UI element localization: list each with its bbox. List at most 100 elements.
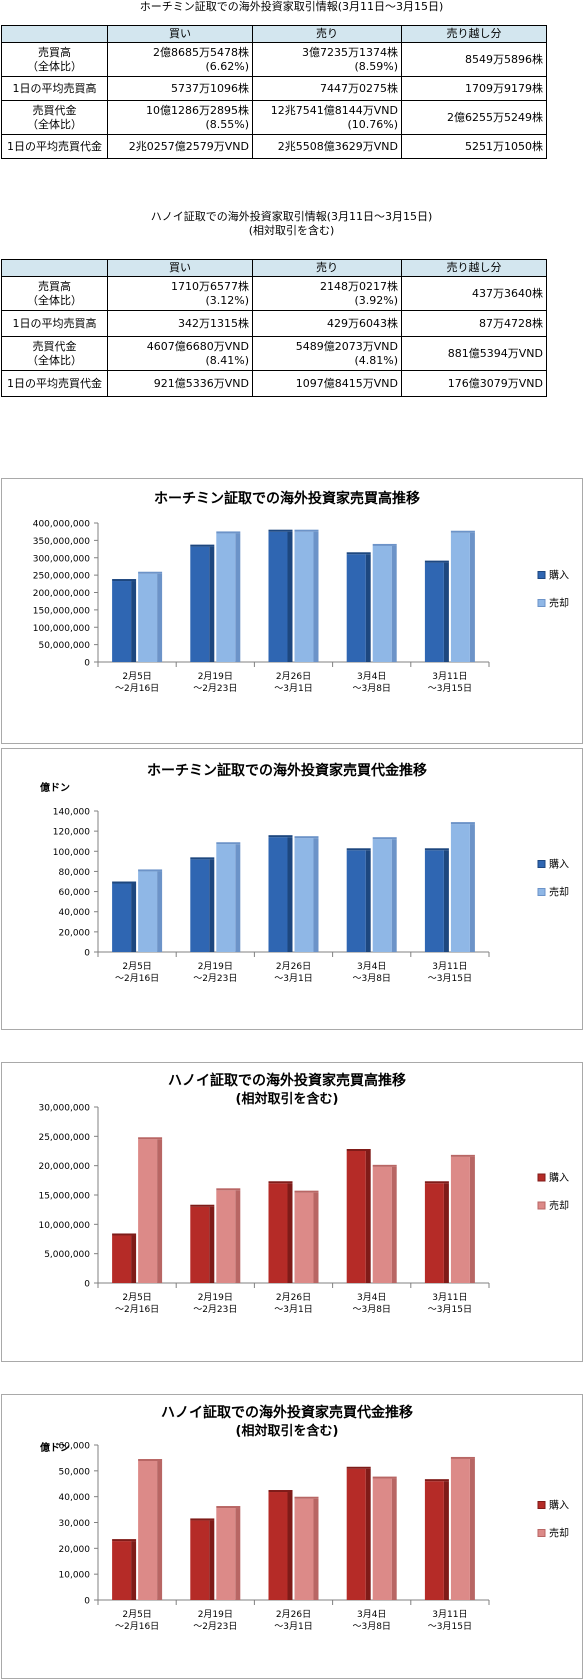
- buy-bar-side: [131, 1235, 137, 1283]
- buy-bar-side: [443, 562, 449, 662]
- buy-bar-side: [209, 546, 215, 662]
- sell-bar-top: [372, 1476, 397, 1479]
- sell-bar-top: [294, 1190, 319, 1193]
- buy-bar-side: [209, 1520, 215, 1600]
- sell-bar-side: [235, 844, 241, 952]
- x-tick-label: 2月26日: [276, 671, 311, 682]
- buy-bar-side: [209, 859, 215, 952]
- y-tick-label: 100,000,000: [33, 624, 91, 634]
- sell-bar-top: [138, 869, 163, 872]
- sell-bar: [372, 1478, 392, 1600]
- header-cell: 買い: [107, 25, 253, 43]
- buy-cell: 342万1315株: [107, 310, 253, 337]
- hanoi-volume-chart-svg: ハノイ証取での海外投資家売買高推移 (相対取引を含む) 0 5,000,000 10,0…: [38, 1072, 569, 1315]
- buy-bar: [112, 1541, 132, 1600]
- legend-label: 購入: [549, 569, 569, 582]
- buy-bar-side: [287, 1183, 293, 1283]
- x-tick-label: 〜3月15日: [428, 1304, 472, 1315]
- buy-bar-side: [209, 1206, 215, 1283]
- sell-bar-top: [138, 1137, 163, 1140]
- legend-label: 売却: [549, 886, 569, 899]
- buy-bar-side: [443, 1183, 449, 1283]
- buy-bar: [346, 554, 366, 662]
- sell-bar-side: [235, 1508, 241, 1600]
- x-tick-label: 3月4日: [357, 961, 386, 972]
- x-tick-label: 2月26日: [276, 961, 311, 972]
- sell-bar-side: [313, 1192, 319, 1283]
- y-tick-label: 250,000,000: [33, 572, 91, 582]
- x-tick-label: 2月5日: [122, 1292, 151, 1303]
- sell-bar: [372, 1166, 392, 1283]
- x-tick-label: 2月5日: [122, 1609, 151, 1620]
- buy-bar-top: [268, 835, 293, 838]
- table-row: 1日の平均売買代金 2兆0257億2579万VND 2兆5508億3629万VN…: [1, 134, 547, 159]
- y-tick-label: 0: [84, 949, 90, 959]
- sell-bar: [294, 1192, 314, 1283]
- sell-bar-top: [294, 836, 319, 839]
- sell-bar: [372, 545, 392, 662]
- sell-cell: 7447万0275株: [252, 76, 402, 101]
- buy-bar: [424, 1481, 444, 1600]
- buy-cell: 2億8685万5478株 (6.62%): [107, 42, 253, 77]
- header-cell: 売り越し分: [401, 259, 547, 277]
- buy-bar-side: [365, 850, 371, 952]
- sell-bar-side: [391, 545, 397, 662]
- sell-bar-side: [313, 838, 319, 952]
- chart-title: ホーチミン証取での海外投資家売買代金推移: [147, 762, 427, 779]
- chart-title: ハノイ証取での海外投資家売買高推移: [168, 1072, 406, 1089]
- buy-bar-side: [131, 1541, 137, 1600]
- chart-subtitle: (相対取引を含む): [236, 1091, 339, 1107]
- hanoi-table-title: ハノイ証取での海外投資家取引情報(3月11日〜3月15日): [150, 210, 433, 223]
- y-unit-label: 億ドン: [40, 1441, 70, 1454]
- buy-bar: [268, 837, 288, 952]
- hanoi-volume-chart: ハノイ証取での海外投資家売買高推移 (相対取引を含む) 0 5,000,000 10,0…: [1, 1062, 583, 1362]
- sell-bar: [138, 573, 158, 662]
- sell-bar-side: [313, 1498, 319, 1600]
- hanoi-trade-table: 買い 売り 売り越し分 売買高 （全体比） 1710万6577株 (3.12%) 2…: [1, 259, 547, 397]
- buy-bar-top: [190, 1518, 215, 1521]
- y-tick-label: 10,000: [59, 1571, 91, 1581]
- sell-cell: 429万6043株: [252, 310, 402, 337]
- buy-bar-side: [365, 554, 371, 662]
- table-header-row: 買い 売り 売り越し分: [1, 25, 547, 43]
- hcm-volume-chart: ホーチミン証取での海外投資家売買高推移 0 50,000,000 100,000,00…: [1, 478, 583, 744]
- buy-cell: 4607億6680万VND (8.41%): [107, 336, 253, 371]
- x-tick-label: 〜2月23日: [193, 1304, 237, 1315]
- legend-swatch: [537, 860, 546, 868]
- legend-label: 購入: [549, 1171, 569, 1184]
- hcm-trade-table: 買い 売り 売り越し分 売買高 （全体比） 2億8685万5478株 (6.62%)…: [1, 25, 547, 159]
- sell-bar-side: [157, 1139, 163, 1283]
- sell-bar-top: [450, 1456, 475, 1459]
- chart-title: ホーチミン証取での海外投資家売買高推移: [154, 490, 420, 507]
- y-unit-label: 億ドン: [40, 781, 70, 794]
- row-label: 1日の平均売買高: [1, 76, 108, 101]
- buy-bar-top: [268, 1490, 293, 1493]
- buy-bar: [190, 1206, 210, 1283]
- sell-bar-top: [450, 822, 475, 825]
- y-tick-label: 60,000: [59, 1442, 91, 1452]
- buy-bar-top: [346, 1149, 371, 1151]
- x-tick-label: 〜3月8日: [352, 683, 390, 694]
- sell-bar-side: [157, 573, 163, 662]
- y-tick-label: 120,000: [53, 828, 90, 838]
- sell-bar: [138, 1139, 158, 1283]
- sell-bar-side: [313, 531, 319, 662]
- x-tick-label: 〜2月16日: [115, 1621, 159, 1632]
- buy-bar-top: [190, 544, 215, 547]
- x-tick-label: 3月11日: [432, 671, 467, 682]
- sell-bar: [138, 871, 158, 952]
- header-cell: 買い: [107, 259, 253, 277]
- legend-swatch: [537, 599, 546, 607]
- sell-bar-side: [391, 839, 397, 952]
- sell-bar: [450, 824, 470, 952]
- x-tick-label: 2月19日: [198, 1609, 233, 1620]
- net-cell: 1709万9179株: [401, 76, 547, 101]
- x-tick-label: 〜3月15日: [428, 1621, 472, 1632]
- x-tick-label: 〜3月1日: [274, 683, 312, 694]
- x-tick-label: 2月5日: [122, 961, 151, 972]
- buy-bar: [112, 883, 132, 952]
- x-tick-label: 3月11日: [432, 1292, 467, 1303]
- buy-cell: 921億5336万VND: [107, 370, 253, 397]
- buy-bar-top: [268, 529, 293, 532]
- y-tick-label: 25,000,000: [38, 1133, 90, 1143]
